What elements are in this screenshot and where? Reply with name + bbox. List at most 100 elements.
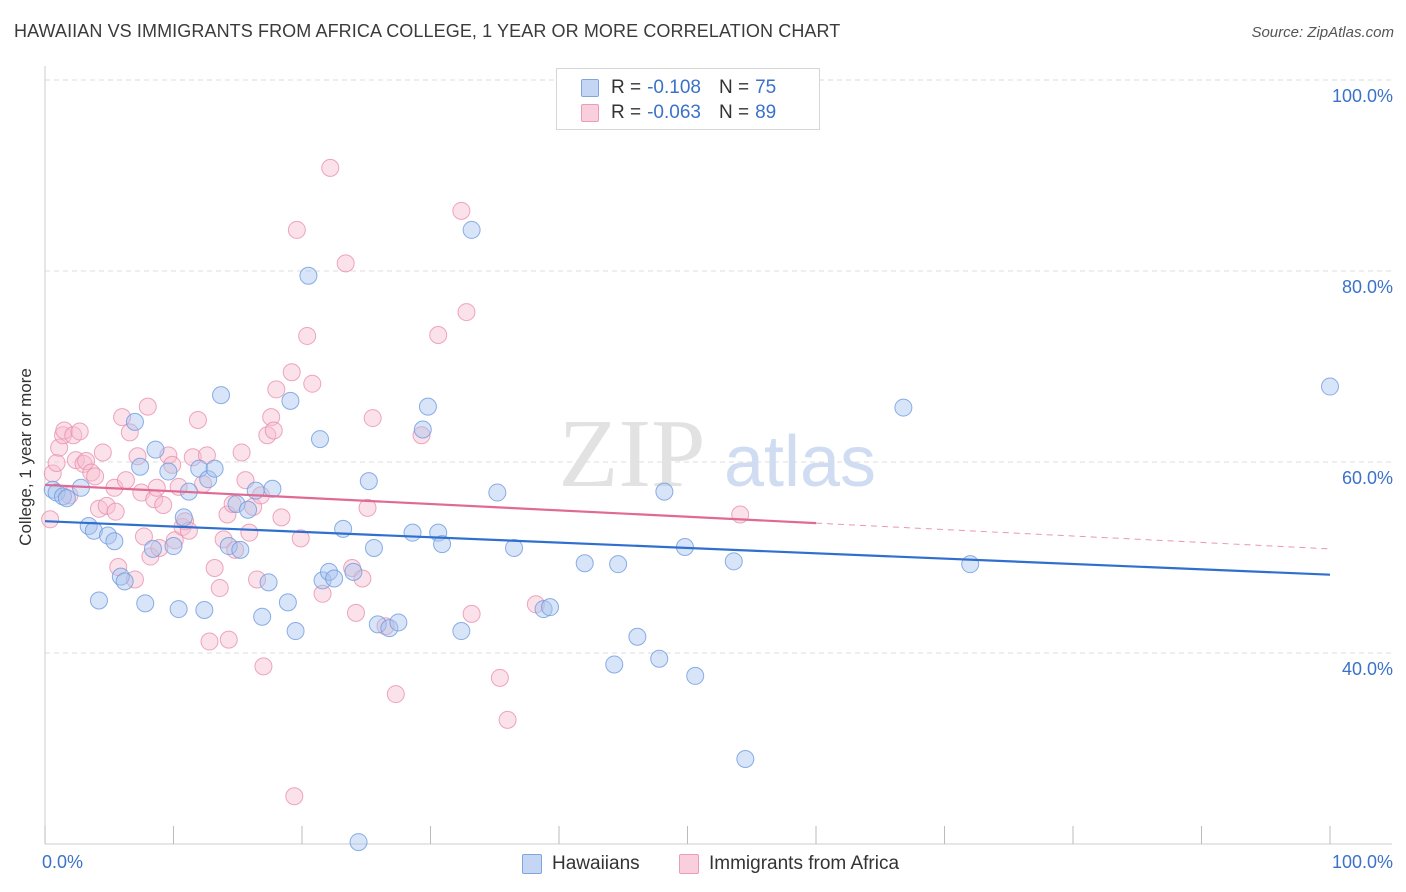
- legend-r-value: -0.063: [647, 102, 701, 123]
- data-point-hawaiians: [650, 649, 669, 668]
- legend-swatch-pink: [679, 854, 699, 874]
- legend-swatch-pink: [581, 104, 599, 122]
- data-point-immigrants-africa: [285, 787, 304, 806]
- trend-lines: [44, 483, 1331, 576]
- series-legend: Hawaiians Immigrants from Africa: [0, 853, 1406, 877]
- data-point-hawaiians: [452, 622, 471, 641]
- data-point-hawaiians: [231, 540, 250, 559]
- data-point-hawaiians: [534, 600, 553, 619]
- data-point-hawaiians: [655, 482, 674, 501]
- data-point-immigrants-africa: [128, 447, 147, 466]
- data-point-immigrants-africa: [287, 220, 306, 239]
- data-point-hawaiians: [628, 627, 647, 646]
- y-axis-label: College, 1 year or more: [16, 368, 35, 546]
- legend-n-label: N =: [718, 77, 750, 98]
- legend-row-immigrants: R = -0.063 N = 89: [581, 102, 794, 124]
- data-point-hawaiians: [278, 593, 297, 612]
- y-tick-label: 40.0%: [1341, 659, 1393, 679]
- data-point-hawaiians: [1321, 377, 1339, 396]
- legend-r-label: R =: [611, 102, 642, 123]
- data-point-hawaiians: [403, 523, 422, 542]
- data-point-immigrants-africa: [188, 410, 207, 429]
- data-point-hawaiians: [136, 594, 155, 613]
- y-tick-label: 100.0%: [1331, 86, 1393, 106]
- legend-r-value: -0.108: [647, 77, 701, 98]
- data-point-hawaiians: [199, 470, 218, 489]
- data-point-immigrants-africa: [498, 710, 517, 729]
- x-tick-label: 0.0%: [42, 852, 84, 872]
- data-point-hawaiians: [961, 555, 980, 574]
- data-point-immigrants-africa: [490, 668, 509, 687]
- data-point-immigrants-africa: [47, 453, 66, 472]
- grid-lines: [45, 79, 1392, 654]
- data-point-hawaiians: [57, 489, 76, 508]
- data-point-hawaiians: [310, 430, 329, 449]
- data-point-immigrants-africa: [452, 201, 471, 220]
- data-point-hawaiians: [253, 607, 272, 626]
- legend-label-immigrants-africa: Immigrants from Africa: [709, 853, 900, 874]
- data-point-hawaiians: [605, 655, 624, 674]
- data-point-hawaiians: [380, 619, 399, 638]
- data-point-immigrants-africa: [165, 531, 184, 550]
- data-point-hawaiians: [418, 397, 437, 416]
- data-point-hawaiians: [359, 472, 378, 491]
- data-point-immigrants-africa: [86, 467, 105, 486]
- data-point-immigrants-africa: [134, 527, 153, 546]
- data-point-hawaiians: [505, 538, 524, 557]
- data-point-immigrants-africa: [138, 397, 157, 416]
- data-point-hawaiians: [259, 573, 278, 592]
- series-immigrants-africa-points: [41, 158, 750, 806]
- data-point-hawaiians: [174, 508, 193, 527]
- data-point-hawaiians: [164, 537, 183, 556]
- data-point-immigrants-africa: [55, 421, 74, 440]
- data-point-immigrants-africa: [200, 632, 219, 651]
- data-point-hawaiians: [79, 516, 98, 535]
- legend-item-immigrants-africa[interactable]: Immigrants from Africa: [679, 853, 899, 875]
- axes: [44, 66, 1392, 845]
- watermark: ZIP atlas: [559, 400, 877, 508]
- data-point-hawaiians: [389, 613, 408, 632]
- data-point-immigrants-africa: [258, 426, 277, 445]
- data-point-immigrants-africa: [282, 363, 301, 382]
- data-point-immigrants-africa: [358, 498, 377, 517]
- data-point-hawaiians: [169, 600, 188, 619]
- data-point-hawaiians: [462, 220, 481, 239]
- data-point-immigrants-africa: [97, 496, 116, 515]
- data-point-hawaiians: [281, 391, 300, 410]
- data-point-immigrants-africa: [313, 584, 332, 603]
- data-point-hawaiians: [364, 538, 383, 557]
- data-point-immigrants-africa: [197, 446, 216, 465]
- legend-r-label: R =: [611, 77, 642, 98]
- data-point-immigrants-africa: [93, 443, 112, 462]
- data-point-immigrants-africa: [154, 495, 173, 514]
- data-point-hawaiians: [115, 572, 134, 591]
- data-point-immigrants-africa: [298, 326, 317, 345]
- legend-n-value: 75: [755, 77, 777, 98]
- data-point-hawaiians: [146, 440, 165, 459]
- data-point-hawaiians: [413, 420, 432, 439]
- data-point-immigrants-africa: [205, 559, 224, 578]
- data-point-hawaiians: [159, 462, 178, 481]
- data-point-immigrants-africa: [254, 657, 273, 676]
- data-point-immigrants-africa: [457, 303, 476, 322]
- y-tick-label: 60.0%: [1341, 468, 1393, 488]
- legend-item-hawaiians[interactable]: Hawaiians: [522, 853, 640, 875]
- data-point-hawaiians: [205, 459, 224, 478]
- legend-n-value: 89: [755, 102, 777, 123]
- data-point-immigrants-africa: [248, 570, 267, 589]
- data-point-immigrants-africa: [70, 422, 89, 441]
- data-point-immigrants-africa: [336, 254, 355, 273]
- data-point-immigrants-africa: [262, 408, 281, 427]
- data-point-hawaiians: [195, 601, 214, 620]
- data-point-immigrants-africa: [120, 423, 139, 442]
- data-point-immigrants-africa: [291, 529, 310, 548]
- data-point-immigrants-africa: [183, 448, 202, 467]
- data-point-hawaiians: [299, 266, 318, 285]
- data-point-immigrants-africa: [303, 374, 322, 393]
- data-point-immigrants-africa: [116, 471, 135, 490]
- watermark-atlas: atlas: [724, 422, 876, 502]
- legend-swatch-blue: [581, 79, 599, 97]
- data-point-hawaiians: [219, 537, 238, 556]
- data-point-hawaiians: [190, 459, 209, 478]
